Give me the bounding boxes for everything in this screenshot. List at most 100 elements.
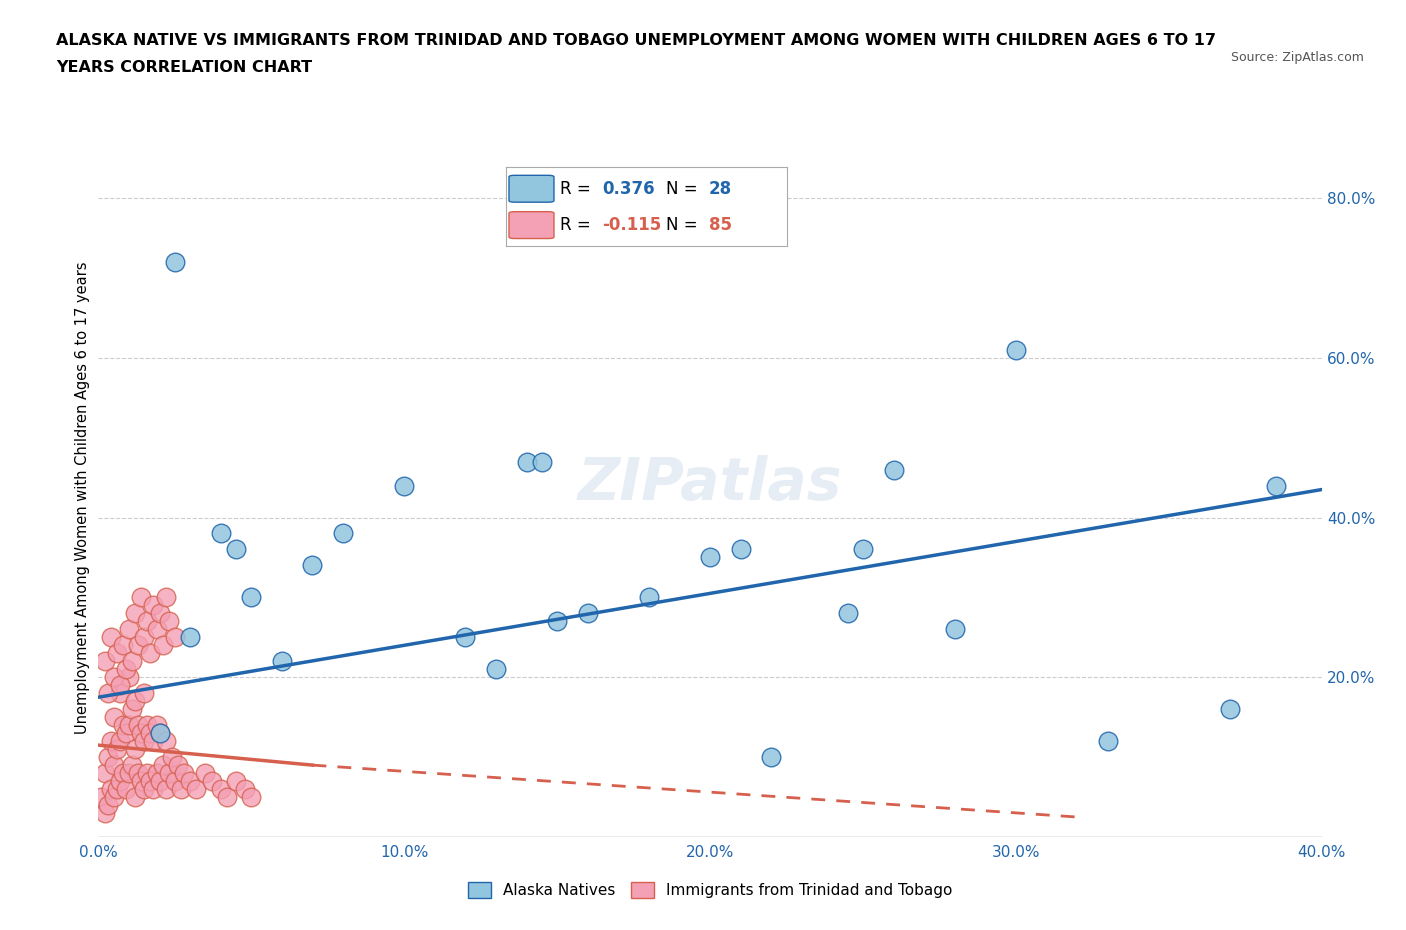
Point xyxy=(152,638,174,653)
Text: ALASKA NATIVE VS IMMIGRANTS FROM TRINIDAD AND TOBAGO UNEMPLOYMENT AMONG WOMEN WI: ALASKA NATIVE VS IMMIGRANTS FROM TRINIDA… xyxy=(56,33,1216,47)
Point xyxy=(142,598,165,613)
Point xyxy=(145,718,167,733)
Point xyxy=(163,774,186,789)
Point xyxy=(576,606,599,621)
Point xyxy=(124,694,146,709)
Point xyxy=(485,662,508,677)
Point xyxy=(637,590,661,604)
Point xyxy=(270,654,292,669)
Point xyxy=(111,718,134,733)
Point xyxy=(127,718,149,733)
Point xyxy=(108,734,131,749)
Text: 85: 85 xyxy=(709,216,731,234)
Point xyxy=(173,765,195,780)
Text: Source: ZipAtlas.com: Source: ZipAtlas.com xyxy=(1230,51,1364,64)
Point xyxy=(124,790,146,804)
FancyBboxPatch shape xyxy=(509,212,554,239)
Point xyxy=(134,781,156,796)
Point xyxy=(1219,702,1241,717)
Point xyxy=(837,606,859,621)
Point xyxy=(139,725,162,740)
Point xyxy=(93,654,115,669)
Point xyxy=(105,781,128,796)
Point xyxy=(852,542,875,557)
Text: YEARS CORRELATION CHART: YEARS CORRELATION CHART xyxy=(56,60,312,75)
Point xyxy=(103,670,125,684)
Point xyxy=(730,542,752,557)
Point xyxy=(149,774,172,789)
Point xyxy=(454,630,477,644)
Point xyxy=(1264,478,1286,493)
Point xyxy=(155,781,177,796)
Point xyxy=(200,774,222,789)
Point xyxy=(215,790,238,804)
Point xyxy=(129,725,152,740)
Point xyxy=(699,550,721,565)
Point xyxy=(111,765,134,780)
Point xyxy=(93,765,115,780)
Point xyxy=(392,478,416,493)
Point xyxy=(233,781,256,796)
Point xyxy=(134,685,156,700)
Point xyxy=(186,781,208,796)
Point xyxy=(118,718,141,733)
Point xyxy=(111,638,134,653)
Point xyxy=(530,454,553,469)
Point xyxy=(546,614,568,629)
Point xyxy=(136,614,159,629)
Point xyxy=(240,590,263,604)
Text: 0.376: 0.376 xyxy=(602,179,654,198)
Point xyxy=(163,630,186,644)
Y-axis label: Unemployment Among Women with Children Ages 6 to 17 years: Unemployment Among Women with Children A… xyxy=(75,261,90,734)
Point xyxy=(115,781,138,796)
Point xyxy=(100,734,122,749)
Point xyxy=(97,750,120,764)
Point xyxy=(136,765,159,780)
Point xyxy=(516,454,538,469)
Point xyxy=(136,718,159,733)
Point xyxy=(127,638,149,653)
Text: 28: 28 xyxy=(709,179,731,198)
Point xyxy=(155,734,177,749)
Point xyxy=(90,790,112,804)
Text: R =: R = xyxy=(560,216,596,234)
Point xyxy=(100,630,122,644)
Point xyxy=(129,774,152,789)
Point xyxy=(139,645,162,660)
Point xyxy=(240,790,263,804)
Point xyxy=(127,765,149,780)
Point xyxy=(167,758,190,773)
Point xyxy=(124,742,146,757)
Point xyxy=(118,670,141,684)
Point xyxy=(1004,342,1026,357)
Text: N =: N = xyxy=(666,216,703,234)
Point xyxy=(121,654,143,669)
Point xyxy=(149,606,172,621)
Point xyxy=(108,678,131,693)
Point xyxy=(115,725,138,740)
Point xyxy=(103,790,125,804)
Point xyxy=(108,774,131,789)
Point xyxy=(145,765,167,780)
Point xyxy=(301,558,323,573)
Point xyxy=(170,781,193,796)
Point xyxy=(883,462,905,477)
Point xyxy=(163,255,186,270)
Point xyxy=(93,805,115,820)
Point xyxy=(103,710,125,724)
Point xyxy=(209,781,232,796)
Point xyxy=(145,622,167,637)
Point xyxy=(157,765,180,780)
Point xyxy=(100,781,122,796)
Point xyxy=(225,542,247,557)
Point xyxy=(134,734,156,749)
Point xyxy=(142,781,165,796)
Point xyxy=(115,662,138,677)
Point xyxy=(103,758,125,773)
Point xyxy=(152,758,174,773)
Point xyxy=(179,630,201,644)
Point xyxy=(194,765,217,780)
Point xyxy=(142,734,165,749)
Point xyxy=(139,774,162,789)
Point xyxy=(129,590,152,604)
